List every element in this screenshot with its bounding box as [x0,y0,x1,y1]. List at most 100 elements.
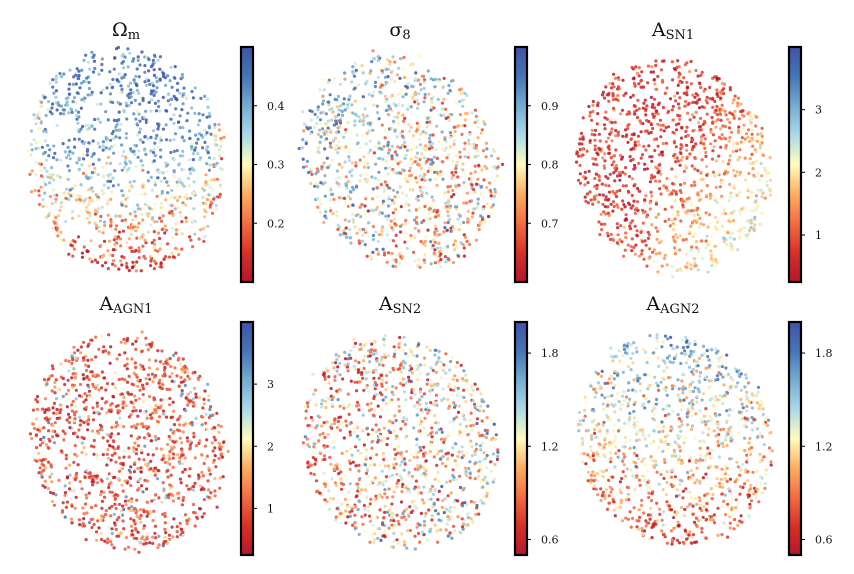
scatter-point [671,235,675,239]
scatter-point [392,345,396,349]
scatter-point [174,351,178,355]
scatter-point [156,249,160,253]
scatter-point [212,178,216,182]
scatter-point [618,153,623,158]
scatter-point [213,489,217,493]
scatter-point [136,437,140,441]
scatter-point [60,510,64,514]
scatter-point [409,148,413,152]
scatter-point [52,441,57,445]
scatter-point [85,468,89,472]
scatter-point [94,335,98,339]
scatter-point [75,161,79,165]
scatter-point [213,494,217,498]
scatter-point [129,483,133,488]
scatter-point [136,55,140,59]
scatter-point [486,214,491,219]
scatter-point [113,521,117,525]
scatter-point [52,144,56,148]
scatter-point [114,135,118,139]
scatter-point [628,203,632,207]
scatter-point [363,177,367,181]
scatter-point [169,445,173,449]
scatter-point [741,206,745,210]
scatter-point [344,128,348,132]
scatter-point [418,137,422,141]
scatter-point [113,264,117,268]
scatter-point [336,94,341,99]
scatter-point [446,214,450,218]
scatter-point [381,199,385,203]
scatter-point [47,377,51,381]
scatter-point [353,225,357,229]
scatter-point [329,206,333,210]
scatter-point [384,166,388,170]
scatter-point [61,108,65,112]
scatter-point [371,250,375,254]
scatter-point [687,101,691,106]
scatter-point [425,120,429,124]
scatter-point [598,139,602,143]
scatter-point [683,100,688,104]
scatter-point [638,254,642,258]
scatter-point [316,169,320,173]
scatter-point [110,425,114,430]
scatter-point [396,116,400,120]
scatter-a-agn1 [28,330,230,554]
scatter-point [437,479,441,483]
scatter-point [393,150,397,154]
scatter-point [322,77,326,81]
scatter-point [598,148,602,152]
scatter-point [144,152,148,156]
scatter-point [413,160,417,164]
scatter-point [168,457,172,461]
scatter-point [48,181,52,185]
scatter-point [709,256,714,260]
scatter-point [651,112,655,116]
scatter-point [484,141,489,145]
scatter-point [753,174,757,179]
scatter-point [367,221,371,225]
scatter-point [424,217,429,221]
scatter-point [462,171,466,175]
scatter-point [371,233,375,238]
scatter-point [678,188,682,193]
scatter-point [319,181,323,185]
scatter-point [155,79,159,84]
scatter-point [114,527,118,532]
scatter-point [666,188,670,192]
scatter-point [463,466,468,470]
scatter-point [156,99,160,103]
scatter-point [61,142,65,146]
scatter-point [480,128,484,132]
scatter-point [125,367,129,371]
scatter-point [117,80,121,84]
scatter-point [129,400,133,404]
colorbar-sigma-8 [515,47,527,282]
scatter-point [745,219,749,223]
scatter-point [449,515,453,519]
scatter-point [194,146,198,150]
scatter-point [420,420,424,424]
scatter-point [593,147,597,152]
scatter-point [637,66,641,70]
scatter-point [614,134,618,138]
scatter-point [403,221,408,225]
scatter-point [654,59,658,63]
scatter-point [181,149,185,153]
scatter-point [348,228,352,232]
scatter-point [713,258,718,262]
scatter-point [626,127,630,131]
scatter-point [421,181,425,185]
scatter-point [377,362,382,367]
scatter-point [610,163,614,167]
scatter-point [353,123,357,127]
scatter-point [151,129,156,133]
scatter-point [644,148,648,152]
scatter-point [756,188,760,192]
scatter-point [122,527,126,531]
scatter-point [715,113,720,117]
scatter-point [142,542,146,546]
scatter-point [442,230,446,234]
scatter-point [440,130,444,134]
